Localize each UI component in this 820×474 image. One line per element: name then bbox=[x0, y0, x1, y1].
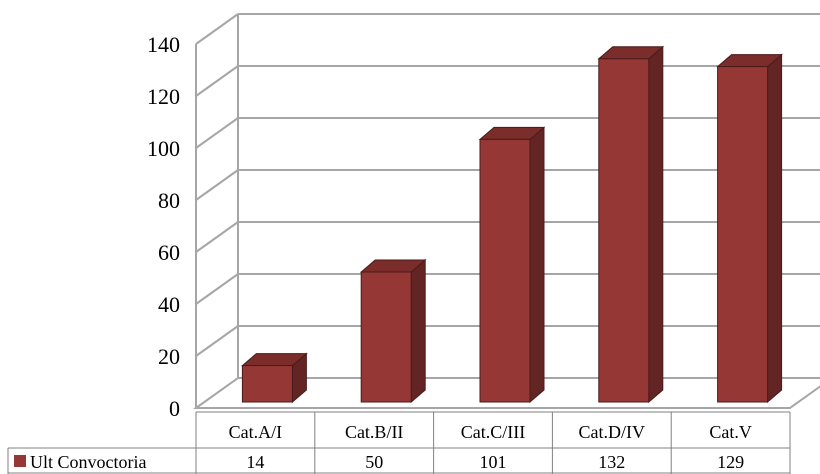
y-tick-label: 20 bbox=[158, 344, 180, 369]
data-value-label: 132 bbox=[598, 452, 625, 472]
bar bbox=[241, 352, 308, 404]
bar bbox=[716, 53, 783, 404]
y-tick-label: 100 bbox=[147, 136, 180, 161]
legend-series-name: Ult Convoctoria bbox=[30, 452, 146, 472]
data-value-label: 50 bbox=[365, 452, 383, 472]
gridline-wall bbox=[195, 273, 239, 305]
y-tick-label: 120 bbox=[147, 84, 180, 109]
bar-side bbox=[529, 126, 545, 404]
y-axis: 0 20 40 60 80 100 120 140 bbox=[147, 32, 180, 421]
gridline-wall bbox=[195, 169, 239, 201]
gridline-wall bbox=[195, 117, 239, 149]
bar-front bbox=[241, 365, 293, 403]
bars bbox=[241, 45, 783, 404]
category-label: Cat.D/IV bbox=[579, 422, 646, 442]
bar-front bbox=[717, 66, 769, 403]
y-tick-label: 80 bbox=[158, 188, 180, 213]
gridline-wall bbox=[195, 325, 239, 357]
bar-side bbox=[410, 258, 426, 404]
bar bbox=[359, 258, 427, 404]
data-value-label: 129 bbox=[717, 452, 744, 472]
data-value-label: 101 bbox=[480, 452, 507, 472]
legend-swatch bbox=[14, 455, 26, 467]
category-label: Cat.A/I bbox=[229, 422, 283, 442]
category-label: Cat.C/III bbox=[461, 422, 526, 442]
data-table: Cat.A/I Cat.B/II Cat.C/III Cat.D/IV Cat.V 14 5… bbox=[7, 411, 791, 474]
bar-front bbox=[479, 138, 531, 403]
y-tick-label: 40 bbox=[158, 292, 180, 317]
y-tick-label: 0 bbox=[169, 396, 180, 421]
gridline-wall bbox=[195, 13, 239, 45]
bar-side bbox=[767, 53, 783, 404]
bar-front bbox=[598, 58, 650, 403]
bar-side bbox=[648, 45, 664, 404]
gridline-wall bbox=[195, 65, 239, 97]
y-tick-label: 140 bbox=[147, 32, 180, 57]
gridline-wall bbox=[195, 221, 239, 253]
y-tick-label: 60 bbox=[158, 240, 180, 265]
category-label: Cat.B/II bbox=[345, 422, 404, 442]
bar bbox=[478, 126, 546, 404]
data-value-label: 14 bbox=[246, 452, 264, 472]
floor bbox=[192, 377, 820, 409]
category-label: Cat.V bbox=[709, 422, 752, 442]
bar-front bbox=[360, 271, 412, 403]
bar bbox=[597, 45, 665, 404]
